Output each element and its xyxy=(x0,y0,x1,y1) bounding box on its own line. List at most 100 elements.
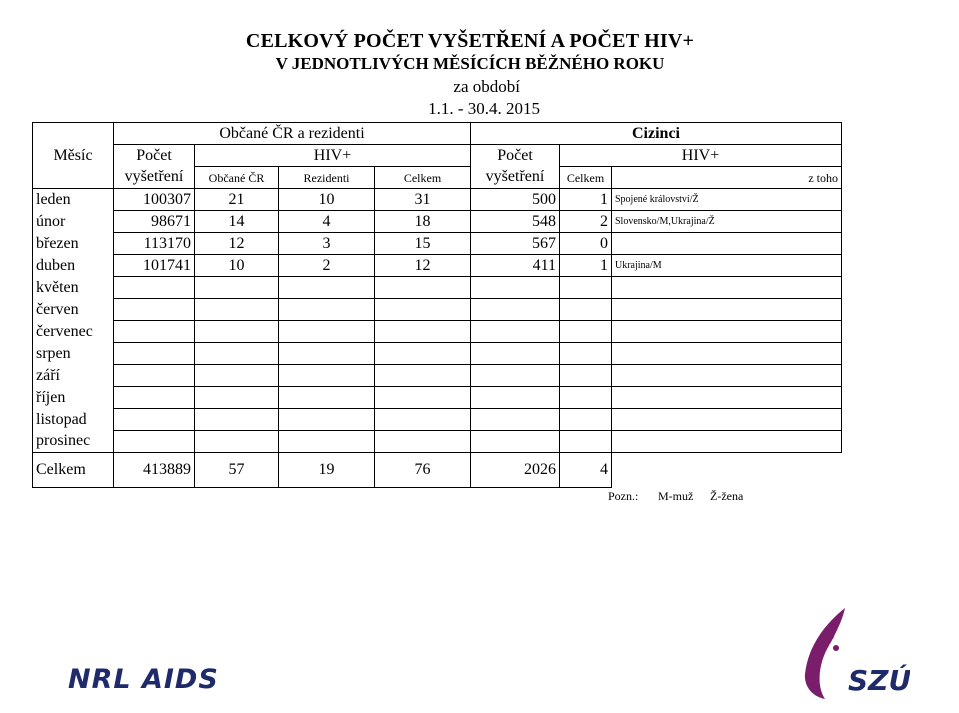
ztoho-cell xyxy=(611,386,842,409)
table-row: leden 100307 21 10 31 500 1 Spojené království/… xyxy=(32,188,842,211)
cizinci-celkem-cell xyxy=(559,342,612,365)
obcane-cell xyxy=(194,342,279,365)
total-label: Celkem xyxy=(32,452,114,488)
obcane-cell xyxy=(194,364,279,387)
vysetreni2-header: vyšetření xyxy=(470,166,560,189)
group-foreign-header: Cizinci xyxy=(470,122,842,145)
total-celkem: 76 xyxy=(374,452,471,488)
celkem-cell: 18 xyxy=(374,210,471,233)
celkem-cell xyxy=(374,276,471,299)
note-label: Pozn.: xyxy=(608,489,639,503)
ztoho-cell xyxy=(611,232,842,255)
table-row: prosinec xyxy=(32,430,842,453)
cizinci-pocet-cell xyxy=(470,364,560,387)
pocet-cell: 98671 xyxy=(113,210,195,233)
cizinci-pocet-cell xyxy=(470,430,560,453)
pocet-header: Počet xyxy=(113,144,195,167)
month-cell: duben xyxy=(32,254,114,277)
total-row: Celkem 413889 57 19 76 2026 4 xyxy=(32,452,842,488)
celkem-cell xyxy=(374,364,471,387)
cizinci-celkem-cell xyxy=(559,320,612,343)
szu-logo-text: SZÚ xyxy=(848,663,910,697)
ztoho-cell: Spojené království/Ž xyxy=(611,188,842,211)
ztoho-cell xyxy=(611,408,842,431)
hiv-header: HIV+ xyxy=(194,144,471,167)
obcane-cell xyxy=(194,408,279,431)
celkem-cell xyxy=(374,386,471,409)
cizinci-pocet-cell xyxy=(470,386,560,409)
note-male: M-muž xyxy=(658,489,694,503)
header-row-3: vyšetření Občané ČR Rezidenti Celkem vyš… xyxy=(32,166,842,189)
report-subtitle: V JEDNOTLIVÝCH MĚSÍCÍCH BĚŽNÉHO ROKU xyxy=(275,54,665,73)
nrl-aids-logo: NRL AIDS xyxy=(68,664,219,695)
obcane-header: Občané ČR xyxy=(194,166,279,189)
hiv-table: Občané ČR a rezidenti Cizinci Měsíc Poče… xyxy=(32,122,842,488)
month-cell: září xyxy=(32,364,114,387)
obcane-cell xyxy=(194,298,279,321)
rezidenti-cell: 4 xyxy=(278,210,375,233)
obcane-cell: 21 xyxy=(194,188,279,211)
cizinci-celkem-cell xyxy=(559,430,612,453)
rezidenti-cell xyxy=(278,386,375,409)
pocet2-header: Počet xyxy=(470,144,560,167)
pocet-cell xyxy=(113,320,195,343)
cizinci-pocet-cell xyxy=(470,342,560,365)
month-header: Měsíc xyxy=(32,144,114,167)
rezidenti-cell xyxy=(278,408,375,431)
cizinci-pocet-cell xyxy=(470,298,560,321)
rezidenti-cell xyxy=(278,342,375,365)
pocet-cell xyxy=(113,386,195,409)
obcane-cell: 10 xyxy=(194,254,279,277)
ztoho-cell: Slovensko/M,Ukrajina/Ž xyxy=(611,210,842,233)
cizinci-celkem-cell: 0 xyxy=(559,232,612,255)
table-row: listopad xyxy=(32,408,842,431)
cizinci-celkem-cell xyxy=(559,276,612,299)
celkem-cell xyxy=(374,430,471,453)
pocet-cell xyxy=(113,430,195,453)
table-row: srpen xyxy=(32,342,842,365)
rezidenti-cell: 3 xyxy=(278,232,375,255)
table-row: červen xyxy=(32,298,842,321)
obcane-cell: 12 xyxy=(194,232,279,255)
obcane-cell xyxy=(194,320,279,343)
cizinci-celkem-cell: 2 xyxy=(559,210,612,233)
report-title: CELKOVÝ POČET VYŠETŘENÍ A POČET HIV+ xyxy=(245,30,695,52)
pocet-cell xyxy=(113,364,195,387)
cizinci-pocet-cell: 411 xyxy=(470,254,560,277)
szu-logo: SZÚ xyxy=(790,604,911,709)
obcane-cell xyxy=(194,276,279,299)
pocet-cell: 100307 xyxy=(113,188,195,211)
cizinci-pocet-cell: 548 xyxy=(470,210,560,233)
cizinci-pocet-cell xyxy=(470,320,560,343)
month-cell: říjen xyxy=(32,386,114,409)
month-cell: listopad xyxy=(32,408,114,431)
month-cell: květen xyxy=(32,276,114,299)
celkem-cell: 12 xyxy=(374,254,471,277)
celkem-cell xyxy=(374,408,471,431)
period-label: za období xyxy=(453,77,520,96)
rezidenti-cell: 10 xyxy=(278,188,375,211)
cizinci-celkem-cell: 1 xyxy=(559,188,612,211)
month-cell: leden xyxy=(32,188,114,211)
cizinci-pocet-cell: 567 xyxy=(470,232,560,255)
month-cell: srpen xyxy=(32,342,114,365)
cizinci-pocet-cell xyxy=(470,408,560,431)
pocet-cell xyxy=(113,408,195,431)
month-cell: březen xyxy=(32,232,114,255)
rezidenti-cell xyxy=(278,320,375,343)
ztoho-cell xyxy=(611,342,842,365)
note-female: Ž-žena xyxy=(710,489,744,503)
pocet-cell xyxy=(113,276,195,299)
cizinci-pocet-cell xyxy=(470,276,560,299)
celkem-cell: 15 xyxy=(374,232,471,255)
pocet-cell xyxy=(113,298,195,321)
month-cell: únor xyxy=(32,210,114,233)
cizinci-pocet-cell: 500 xyxy=(470,188,560,211)
rezidenti-cell xyxy=(278,430,375,453)
ztoho-header: z toho xyxy=(611,166,842,189)
group-cz-header: Občané ČR a rezidenti xyxy=(113,122,471,145)
ztoho-cell xyxy=(611,298,842,321)
pocet-cell xyxy=(113,342,195,365)
celkem-cell: 31 xyxy=(374,188,471,211)
obcane-cell xyxy=(194,386,279,409)
